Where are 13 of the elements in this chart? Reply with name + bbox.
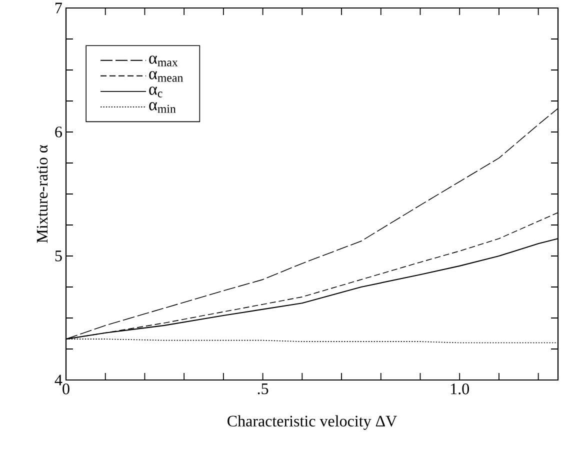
legend-label: α$_{mean}$ — [149, 71, 184, 82]
legend-label: α$_{c}$ — [149, 86, 162, 98]
x-tick-label: 0 — [62, 384, 70, 394]
x-axis-title: Characteristic velocity ΔV — [228, 415, 397, 430]
x-tick-label: 1.0 — [451, 384, 469, 394]
y-tick-label: 5 — [55, 250, 62, 262]
x-tick-label: .5 — [258, 384, 268, 394]
y-tick-label: 7 — [56, 2, 62, 14]
legend-label: α$_{min}$ — [149, 102, 176, 113]
y-tick-label: 4 — [54, 374, 62, 386]
y-axis-title: Mixture-ratio α — [36, 145, 48, 243]
legend-label: α$_{max}$ — [149, 56, 178, 66]
y-tick-label: 6 — [55, 126, 62, 138]
